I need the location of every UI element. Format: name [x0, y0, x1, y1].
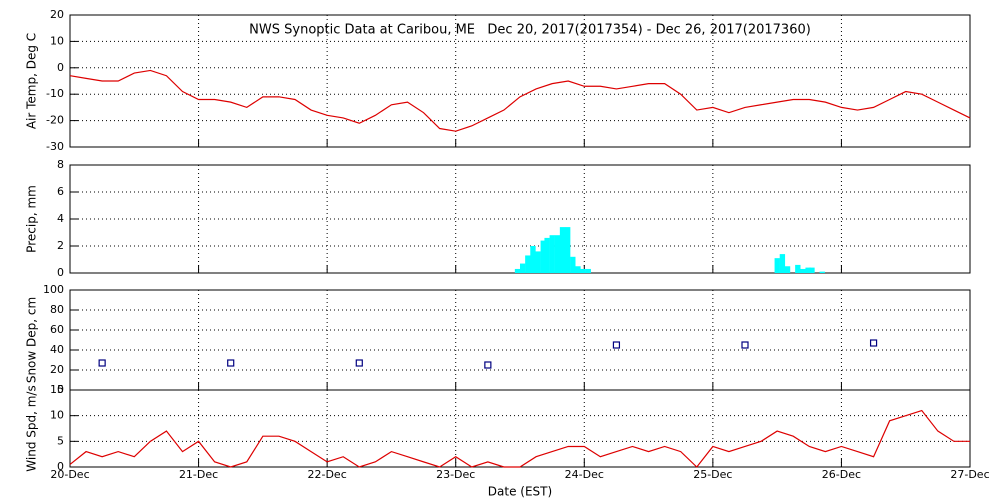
x-tick-label: 26-Dec	[822, 468, 861, 481]
bar	[585, 268, 591, 273]
y-tick-label: 0	[57, 460, 64, 473]
plot-frame	[69, 14, 971, 148]
x-tick-label: 24-Dec	[565, 468, 604, 481]
bar	[525, 255, 531, 273]
y-axis-label: Wind Spd, m/s	[25, 385, 39, 471]
y-tick-label: 20	[50, 363, 64, 376]
line	[69, 409, 970, 468]
x-tick-label: 27-Dec	[950, 468, 989, 481]
y-tick-label: 10	[50, 34, 64, 47]
point	[227, 359, 235, 367]
point	[98, 359, 106, 367]
line	[69, 69, 971, 132]
bar	[819, 271, 825, 273]
bar	[570, 256, 576, 273]
y-tick-label: 100	[43, 283, 64, 296]
bar	[774, 258, 780, 273]
bar	[559, 227, 566, 273]
bar	[784, 266, 791, 273]
y-tick-label: 60	[50, 323, 64, 336]
bar	[795, 264, 801, 273]
y-tick-label: 15	[50, 383, 64, 396]
x-tick-label: 23-Dec	[436, 468, 475, 481]
bar	[580, 268, 586, 273]
point	[484, 361, 492, 369]
bar	[520, 263, 526, 273]
bar	[800, 268, 806, 273]
y-tick-label: -20	[46, 114, 64, 127]
y-tick-label: 40	[50, 343, 64, 356]
y-tick-label: -10	[46, 87, 64, 100]
y-tick-label: 0	[57, 383, 64, 396]
y-tick-label: 2	[57, 239, 64, 252]
y-tick-label: 0	[57, 266, 64, 279]
bar	[805, 267, 811, 273]
y-tick-label: -30	[46, 140, 64, 153]
bar	[549, 235, 555, 273]
x-tick-label: 21-Dec	[179, 468, 218, 481]
y-tick-label: 6	[57, 185, 64, 198]
y-axis-label: Snow Dep, cm	[25, 297, 39, 383]
point	[355, 359, 363, 367]
bar	[779, 254, 786, 273]
bar	[554, 235, 561, 273]
chart-title: NWS Synoptic Data at Caribou, ME Dec 20,…	[249, 23, 811, 38]
bar	[544, 237, 550, 273]
point	[741, 341, 749, 349]
y-tick-label: 80	[50, 303, 64, 316]
bar	[514, 268, 521, 273]
plot-frame	[69, 389, 971, 468]
x-tick-label: 22-Dec	[308, 468, 347, 481]
y-tick-label: 20	[50, 8, 64, 21]
x-tick-label: 20-Dec	[50, 468, 89, 481]
y-axis-label: Air Temp, Deg C	[25, 33, 39, 129]
x-tick-label: 25-Dec	[693, 468, 732, 481]
plot-frame	[69, 289, 971, 391]
y-tick-label: 8	[57, 158, 64, 171]
y-tick-label: 10	[50, 409, 64, 422]
y-tick-label: 0	[57, 61, 64, 74]
point	[869, 339, 878, 347]
bar	[540, 240, 546, 273]
point	[612, 341, 621, 349]
y-axis-label: Precip, mm	[25, 185, 39, 253]
bar	[535, 251, 541, 273]
y-tick-label: 4	[57, 212, 64, 225]
bar	[809, 267, 815, 273]
bar	[530, 246, 536, 273]
y-tick-label: 5	[57, 434, 64, 447]
bar	[565, 227, 571, 273]
x-axis-label: Date (EST)	[488, 485, 552, 499]
bar	[575, 266, 581, 273]
